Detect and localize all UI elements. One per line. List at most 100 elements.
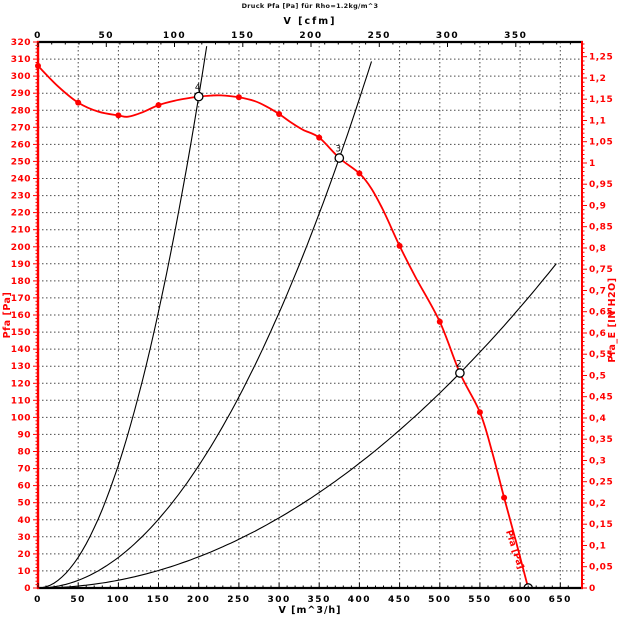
- top-axis-title: V [cfm]: [283, 16, 337, 27]
- left-tick-label: 240: [11, 175, 31, 185]
- left-tick-label: 120: [11, 379, 31, 389]
- top-tick-label: 200: [299, 31, 322, 41]
- right-tick-label: 0,9: [589, 202, 606, 212]
- left-tick-label: 300: [11, 72, 31, 82]
- left-tick-label: 180: [11, 277, 31, 287]
- bottom-tick-label: 100: [107, 595, 130, 605]
- chart-title: Druck Pfa [Pa] für Rho=1.2kg/m^3: [241, 2, 379, 10]
- left-tick-label: 290: [11, 89, 31, 99]
- left-tick-label: 20: [17, 550, 31, 560]
- right-tick-label: 1,15: [589, 95, 613, 105]
- left-tick-label: 250: [11, 157, 31, 167]
- left-tick-label: 90: [17, 430, 31, 440]
- operating-point: [455, 368, 465, 378]
- left-tick-label: 160: [11, 311, 31, 321]
- bottom-tick-label: 500: [428, 595, 451, 605]
- top-tick-label: 150: [231, 31, 254, 41]
- right-tick-label: 0,85: [589, 223, 613, 233]
- system-curve-steep: [37, 46, 208, 589]
- measured-point: [436, 318, 443, 325]
- operating-point-label: 2: [456, 360, 462, 370]
- bottom-tick-label: 600: [508, 595, 531, 605]
- right-tick-label: 0,7: [589, 287, 606, 297]
- bottom-tick-label: 400: [348, 595, 371, 605]
- left-tick-label: 260: [11, 140, 31, 150]
- left-tick-label: 130: [11, 362, 31, 372]
- right-axis-title: Pfa_E [IN H2O]: [607, 277, 618, 363]
- left-tick-label: 310: [11, 55, 31, 65]
- left-tick-label: 70: [17, 465, 31, 475]
- right-tick-label: 0,8: [589, 244, 606, 254]
- right-tick-label: 0: [589, 584, 596, 594]
- measured-point: [501, 494, 508, 501]
- left-tick-label: 60: [17, 482, 31, 492]
- right-tick-label: 0,05: [589, 563, 613, 573]
- left-tick-label: 140: [11, 345, 31, 355]
- bottom-tick-label: 200: [187, 595, 210, 605]
- top-tick-label: 300: [436, 31, 459, 41]
- right-tick-label: 0,3: [589, 457, 606, 467]
- measured-point: [155, 102, 162, 109]
- left-tick-label: 320: [11, 38, 31, 48]
- left-tick-label: 50: [17, 499, 31, 509]
- left-tick-label: 200: [11, 243, 31, 253]
- right-tick-label: 0,95: [589, 180, 613, 190]
- right-tick-label: 0,15: [589, 520, 613, 530]
- top-tick-label: 350: [504, 31, 527, 41]
- left-tick-label: 40: [17, 516, 31, 526]
- system-curve-middle: [37, 61, 373, 589]
- left-tick-label: 0: [24, 584, 31, 594]
- right-tick-label: 0,65: [589, 308, 613, 318]
- right-tick-label: 0,1: [589, 542, 606, 552]
- top-tick-label: 100: [163, 31, 186, 41]
- right-tick-label: 0,75: [589, 265, 613, 275]
- right-tick-label: 0,45: [589, 393, 613, 403]
- curve-name-label: Pfa [Pa]: [503, 529, 525, 570]
- left-tick-label: 280: [11, 106, 31, 116]
- top-tick-label: 250: [368, 31, 391, 41]
- bottom-tick-label: 0: [34, 595, 42, 605]
- measured-point: [396, 242, 403, 249]
- measured-point: [235, 94, 242, 101]
- measured-point: [276, 111, 283, 117]
- left-tick-label: 220: [11, 209, 31, 219]
- right-tick-label: 0,25: [589, 478, 613, 488]
- left-tick-label: 150: [11, 328, 31, 338]
- left-tick-label: 100: [11, 413, 31, 423]
- bottom-tick-label: 50: [70, 595, 86, 605]
- left-tick-label: 270: [11, 123, 31, 133]
- bottom-tick-label: 650: [549, 595, 572, 605]
- top-tick-label: 0: [34, 31, 42, 41]
- measured-point: [316, 134, 323, 141]
- left-tick-label: 170: [11, 294, 31, 304]
- right-tick-label: 0,6: [589, 329, 606, 339]
- bottom-tick-label: 300: [267, 595, 290, 605]
- bottom-tick-label: 350: [308, 595, 331, 605]
- right-tick-label: 1,1: [589, 117, 606, 127]
- measured-point: [356, 170, 363, 177]
- left-tick-label: 80: [17, 448, 31, 458]
- left-tick-label: 10: [17, 567, 31, 577]
- right-tick-label: 0,55: [589, 350, 613, 360]
- bottom-tick-label: 450: [388, 595, 411, 605]
- top-tick-label: 50: [99, 31, 115, 41]
- operating-point-label: 4: [195, 83, 201, 93]
- right-tick-label: 1: [589, 159, 596, 169]
- operating-point-label: 3: [335, 145, 341, 155]
- right-tick-label: 1,25: [589, 53, 613, 63]
- left-axis-title: Pfa [Pa]: [2, 291, 13, 339]
- bottom-tick-label: 250: [227, 595, 250, 605]
- bottom-tick-label: 150: [147, 595, 170, 605]
- operating-point: [334, 153, 345, 163]
- right-tick-label: 1,2: [589, 74, 606, 84]
- bottom-tick-label: 550: [468, 595, 491, 605]
- right-tick-label: 0,5: [589, 372, 606, 382]
- measured-point: [115, 112, 122, 119]
- left-tick-label: 190: [11, 260, 31, 270]
- right-tick-label: 0,2: [589, 499, 606, 509]
- bottom-axis-title: V [m^3/h]: [278, 605, 342, 616]
- operating-point: [193, 91, 204, 102]
- right-tick-label: 0,4: [589, 414, 606, 424]
